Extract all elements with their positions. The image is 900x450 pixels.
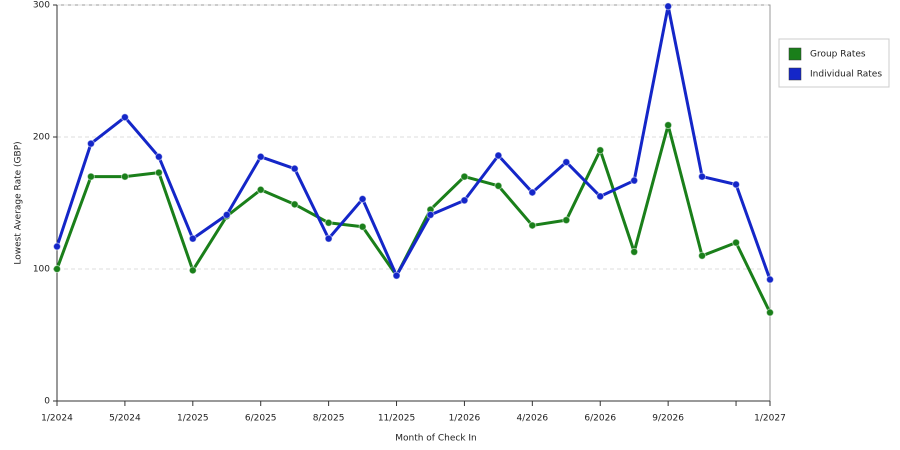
data-point	[460, 172, 469, 181]
data-point	[256, 152, 265, 161]
x-axis-label: Month of Check In	[395, 434, 477, 444]
data-point	[664, 121, 673, 130]
y-axis-label: Lowest Average Rate (GBP)	[14, 141, 24, 264]
data-point	[766, 308, 774, 317]
data-point	[494, 151, 503, 160]
data-point	[596, 192, 605, 201]
x-tick-label: 6/2025	[245, 414, 277, 424]
y-tick-label: 300	[33, 1, 50, 11]
data-point	[53, 242, 61, 251]
data-point	[698, 172, 707, 181]
data-point	[562, 216, 571, 225]
data-point	[53, 265, 61, 273]
data-point	[596, 146, 605, 155]
x-tick-label: 1/2024	[41, 414, 73, 424]
x-tick-label: 11/2025	[378, 414, 415, 424]
data-point	[120, 113, 129, 122]
data-point	[664, 2, 673, 11]
data-point	[732, 238, 741, 247]
legend-swatch	[788, 67, 802, 81]
data-point	[154, 152, 163, 161]
data-point	[562, 158, 571, 167]
legend-label: Individual Rates	[810, 70, 882, 80]
y-tick-label: 100	[33, 265, 50, 275]
data-point	[494, 181, 503, 190]
data-point	[630, 247, 639, 256]
x-tick-label: 1/2027	[754, 414, 786, 424]
data-point	[358, 222, 367, 231]
series-line	[55, 4, 772, 281]
y-tick-label: 200	[33, 133, 50, 143]
data-point	[86, 139, 95, 148]
x-tick-label: 9/2026	[652, 414, 684, 424]
data-point	[528, 221, 537, 230]
plot-frame	[56, 4, 771, 402]
x-tick-label: 1/2025	[177, 414, 209, 424]
data-point	[256, 185, 265, 194]
x-tick-label: 4/2026	[516, 414, 548, 424]
data-point	[222, 210, 231, 219]
data-point	[426, 210, 435, 219]
data-point	[732, 180, 741, 189]
data-point	[290, 164, 299, 173]
data-point	[528, 188, 537, 197]
y-tick-label: 0	[44, 397, 50, 407]
x-tick-label: 6/2026	[584, 414, 616, 424]
data-point	[290, 200, 299, 209]
data-point	[698, 251, 707, 260]
x-tick-label: 8/2025	[313, 414, 345, 424]
x-tick-label: 5/2024	[109, 414, 141, 424]
data-point	[392, 271, 401, 280]
data-point	[460, 196, 469, 205]
data-point	[154, 168, 163, 177]
data-point	[766, 275, 774, 284]
data-point	[630, 176, 639, 185]
data-point	[188, 266, 197, 275]
x-tick-label: 1/2026	[449, 414, 481, 424]
data-point	[324, 218, 333, 227]
data-point	[324, 234, 333, 243]
data-point	[86, 172, 95, 181]
data-point	[358, 195, 367, 204]
data-point	[188, 234, 197, 243]
series-line	[55, 123, 772, 314]
legend-label: Group Rates	[810, 50, 866, 60]
legend-swatch	[788, 47, 802, 61]
data-point	[120, 172, 129, 181]
